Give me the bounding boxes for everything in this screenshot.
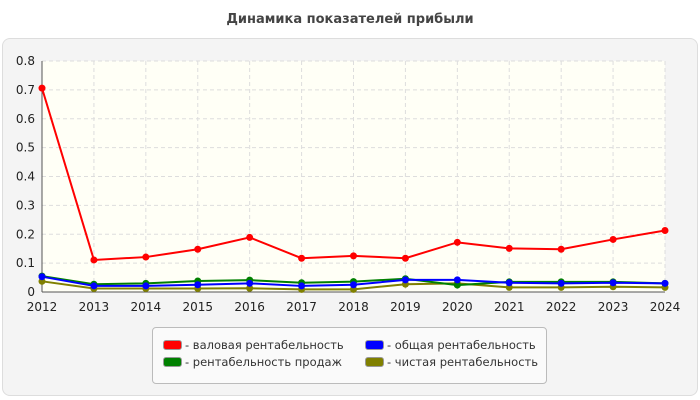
data-point	[90, 256, 98, 264]
data-point	[505, 279, 513, 287]
x-tick-label: 2021	[494, 300, 525, 314]
y-tick-label: 0.6	[16, 112, 35, 126]
y-tick-label: 0	[27, 285, 35, 299]
legend-swatch	[365, 357, 384, 367]
data-point	[194, 245, 202, 253]
data-point	[557, 279, 565, 287]
legend-item-gross: - валовая рентабельность	[163, 338, 344, 352]
legend-item-sales: - рентабельность продаж	[163, 355, 342, 369]
x-tick-label: 2024	[650, 300, 681, 314]
x-tick-label: 2023	[598, 300, 629, 314]
data-point	[609, 235, 617, 243]
x-tick-label: 2020	[442, 300, 473, 314]
data-point	[350, 281, 357, 289]
data-point	[453, 238, 461, 246]
legend-label: - общая рентабельность	[387, 338, 536, 352]
y-tick-label: 0.5	[16, 141, 35, 155]
data-point	[38, 84, 46, 92]
legend-label: - рентабельность продаж	[185, 355, 342, 369]
data-point	[38, 273, 46, 281]
y-tick-label: 0.1	[16, 256, 35, 270]
data-point	[142, 253, 150, 261]
legend-swatch	[163, 340, 182, 350]
data-point	[505, 244, 513, 252]
legend-item-total: - общая рентабельность	[365, 338, 536, 352]
y-tick-label: 0.8	[16, 54, 35, 68]
data-point	[298, 282, 306, 290]
legend: - валовая рентабельность - общая рентабе…	[152, 327, 547, 384]
x-tick-label: 2019	[390, 300, 421, 314]
x-tick-label: 2016	[234, 300, 265, 314]
x-tick-label: 2022	[546, 300, 577, 314]
data-point	[453, 281, 461, 289]
data-point	[142, 282, 150, 290]
legend-swatch	[163, 357, 182, 367]
data-point	[661, 226, 669, 234]
legend-item-net: - чистая рентабельность	[365, 355, 538, 369]
legend-label: - валовая рентабельность	[185, 338, 344, 352]
data-point	[401, 254, 409, 262]
x-tick-label: 2017	[286, 300, 317, 314]
data-point	[90, 282, 98, 290]
x-tick-label: 2018	[338, 300, 369, 314]
x-tick-label: 2012	[27, 300, 58, 314]
legend-label: - чистая рентабельность	[387, 355, 539, 369]
data-point	[453, 276, 461, 284]
data-point	[609, 279, 617, 287]
chart-title: Динамика показателей прибыли	[226, 12, 474, 27]
data-point	[246, 279, 254, 287]
data-point	[661, 279, 669, 287]
legend-swatch	[365, 340, 384, 350]
x-tick-label: 2014	[131, 300, 162, 314]
data-point	[246, 284, 254, 292]
x-tick-label: 2013	[79, 300, 110, 314]
data-point	[246, 233, 254, 241]
data-point	[350, 252, 357, 260]
y-tick-label: 0.7	[16, 83, 35, 97]
data-point	[194, 281, 202, 289]
data-point	[401, 276, 409, 284]
data-point	[298, 254, 306, 262]
y-tick-label: 0.4	[16, 170, 35, 184]
data-point	[557, 245, 565, 253]
y-tick-label: 0.2	[16, 227, 35, 241]
y-tick-label: 0.3	[16, 198, 35, 212]
x-tick-label: 2015	[182, 300, 213, 314]
